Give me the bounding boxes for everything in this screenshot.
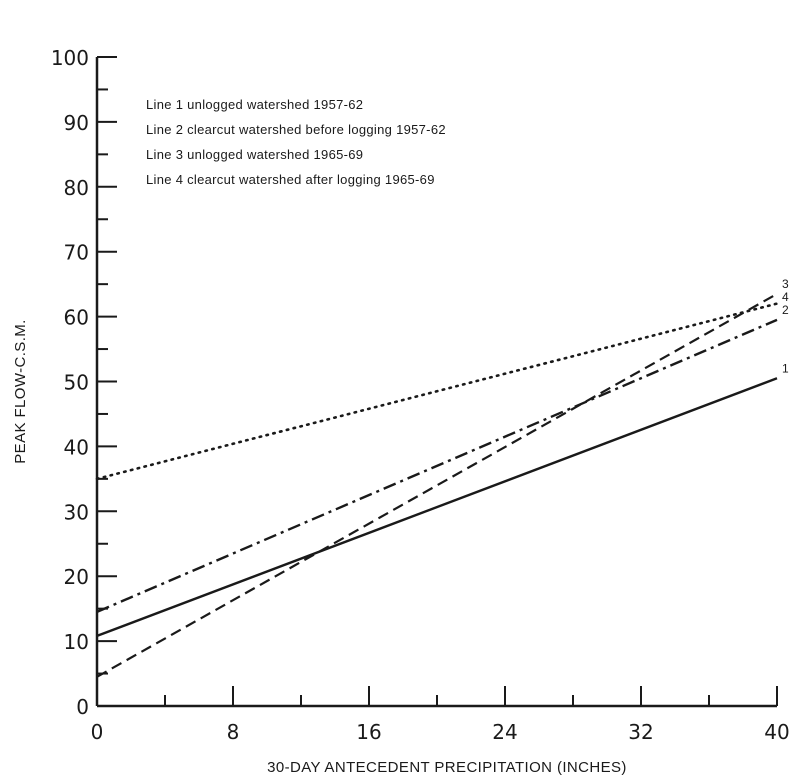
series-line-3: [96, 292, 778, 678]
legend-entry: Line 4 clearcut watershed after logging …: [146, 172, 435, 187]
series-line-1: [96, 377, 778, 638]
y-tick-label: 60: [64, 306, 89, 330]
x-tick-label: 40: [764, 720, 789, 744]
legend: Line 1 unlogged watershed 1957-62 Line 2 …: [146, 97, 446, 187]
series-end-label: 4: [782, 290, 789, 304]
y-tick-label: 70: [64, 241, 89, 265]
x-tick-label: 32: [628, 720, 653, 744]
series-line-4: [95, 302, 779, 481]
legend-entry: Line 2 clearcut watershed before logging…: [146, 122, 446, 137]
x-tick-label: 8: [227, 720, 240, 744]
y-tick-label: 80: [64, 176, 89, 200]
series-end-label: 1: [782, 361, 789, 375]
y-tick-label: 40: [64, 435, 89, 459]
y-tick-label: 90: [64, 111, 89, 135]
series-end-labels: 342 1: [782, 277, 789, 375]
series-lines: [95, 292, 779, 678]
y-tick-label: 0: [76, 695, 89, 719]
y-tick-label: 100: [51, 46, 89, 70]
x-axis-title: 30-DAY ANTECEDENT PRECIPITATION (INCHES): [267, 759, 627, 776]
series-end-label: 2: [782, 303, 789, 317]
series-line-2: [96, 318, 778, 613]
y-tick-label: 20: [64, 565, 89, 589]
y-tick-label: 10: [64, 630, 89, 654]
y-tick-label: 50: [64, 371, 89, 395]
y-axis-title: PEAK FLOW-C.S.M.: [12, 319, 29, 463]
series-end-label: 3: [782, 277, 789, 291]
x-tick-label: 24: [492, 720, 517, 744]
legend-entry: Line 1 unlogged watershed 1957-62: [146, 97, 363, 112]
legend-entry: Line 3 unlogged watershed 1965-69: [146, 147, 363, 162]
x-tick-label: 16: [356, 720, 381, 744]
y-tick-label: 30: [64, 500, 89, 524]
x-tick-label: 0: [91, 720, 104, 744]
